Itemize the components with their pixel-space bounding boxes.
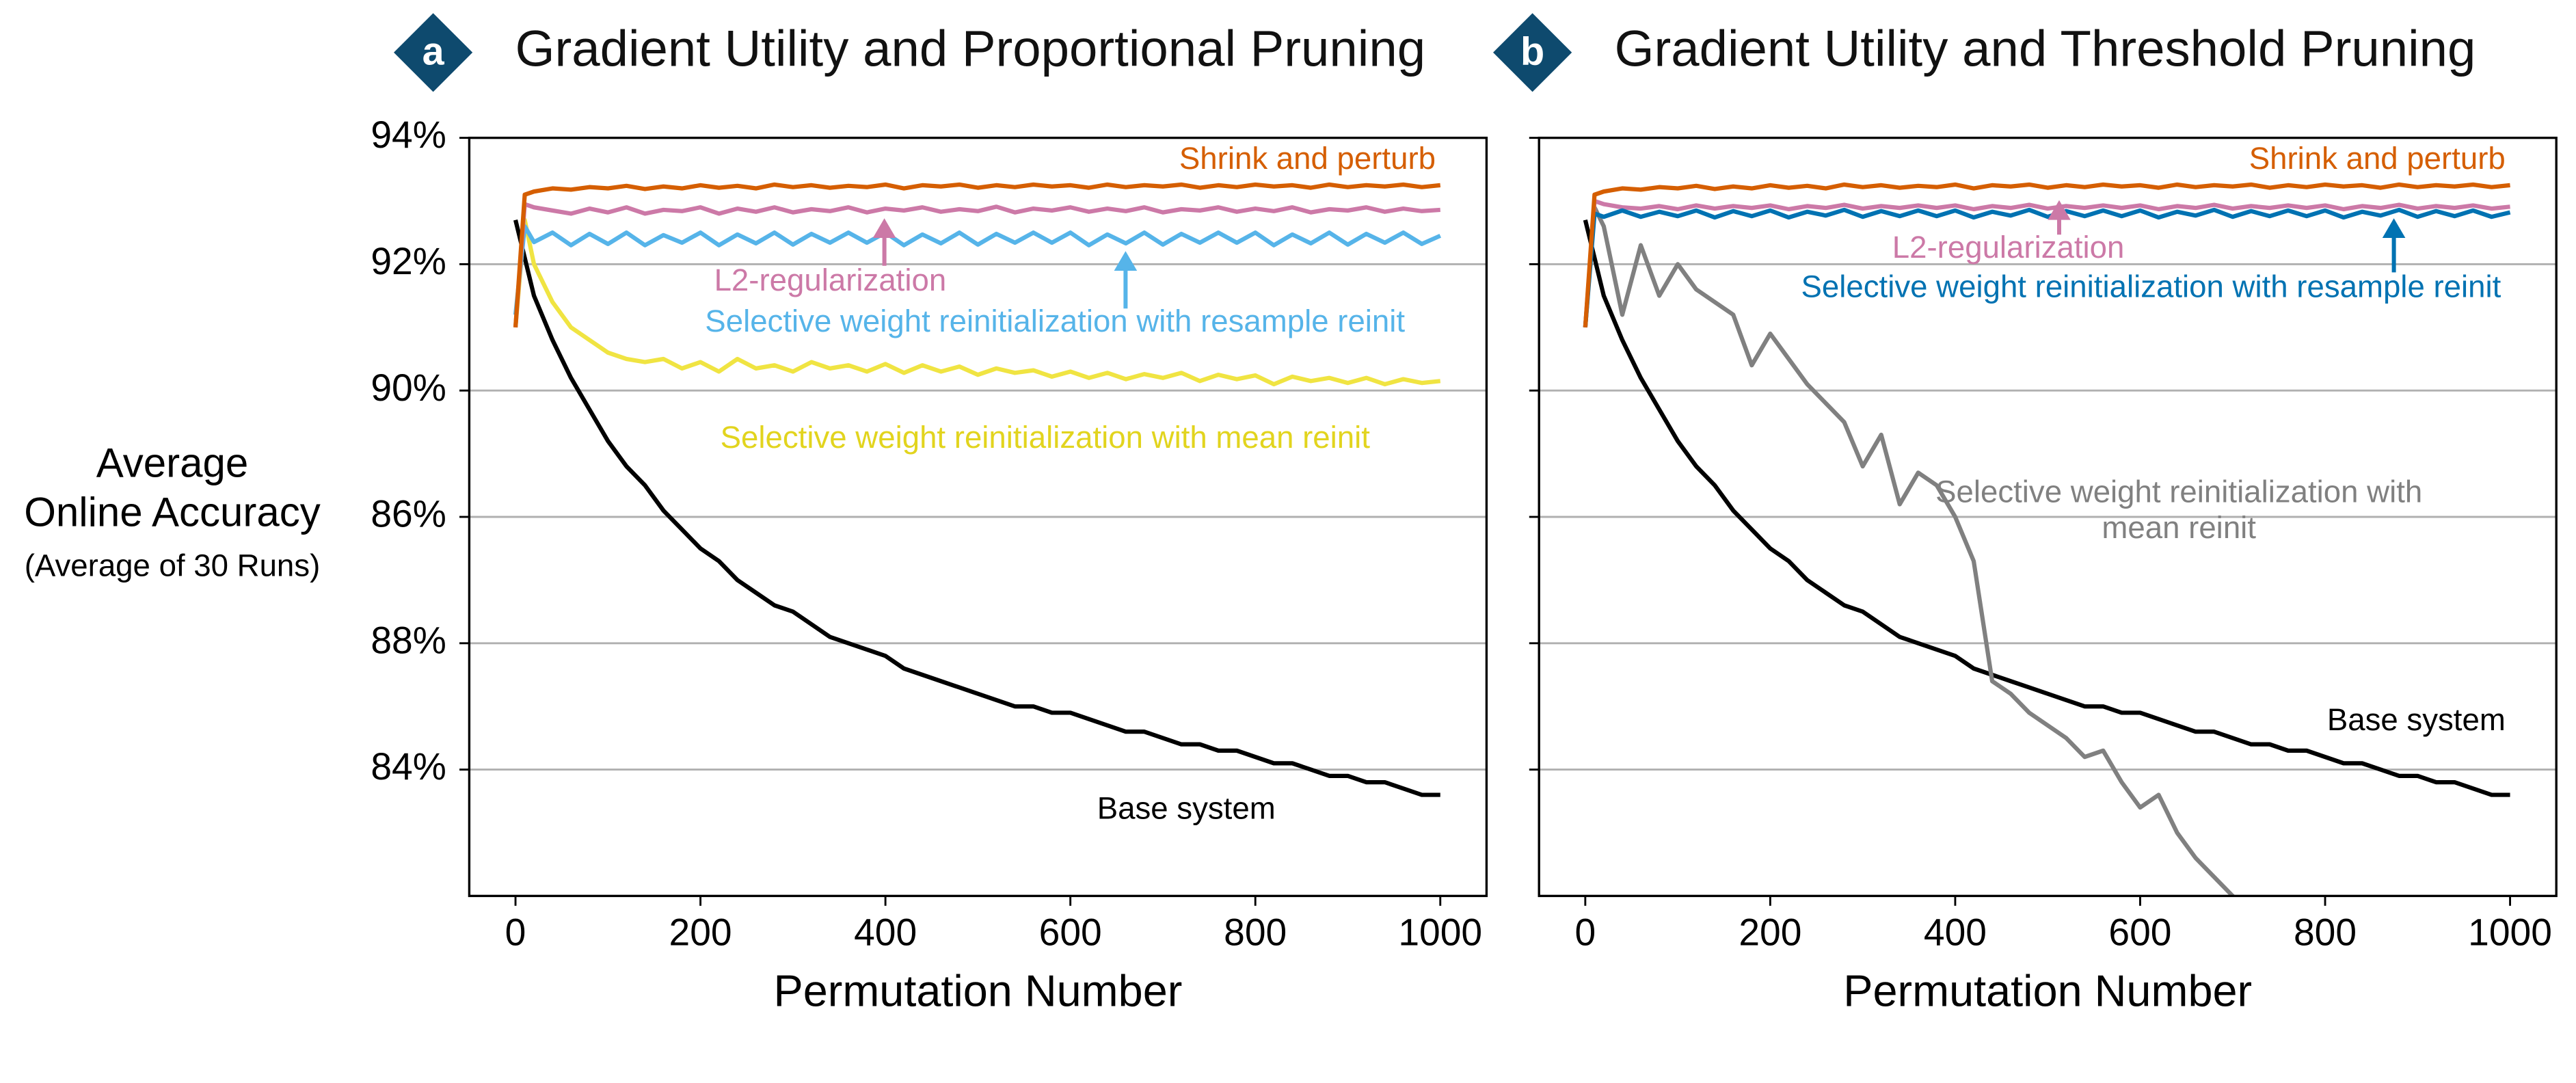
annotation-arrowhead: [2048, 200, 2071, 220]
series-line: [513, 224, 1442, 315]
series-line: [1583, 205, 2236, 896]
panel-label: a: [422, 29, 445, 73]
series-label: Shrink and perturb: [1179, 141, 1436, 176]
series-label: L2-regularization: [1892, 230, 2125, 265]
series-label: Selective weight reinitialization with m…: [1935, 476, 2423, 547]
x-tick-label: 600: [2108, 911, 2171, 954]
chart-title: Gradient Utility and Threshold Pruning: [1615, 20, 2476, 77]
y-tick-label: 94%: [371, 113, 446, 156]
series-label: L2-regularization: [714, 263, 947, 297]
series-line: [1583, 182, 2510, 328]
y-axis-label: Online Accuracy: [24, 489, 321, 535]
x-tick-label: 1000: [1398, 911, 1482, 954]
x-tick-label: 200: [669, 911, 732, 954]
series-line: [1583, 219, 2510, 797]
chart-title: Gradient Utility and Proportional Prunin…: [515, 20, 1425, 77]
x-tick-label: 600: [1039, 911, 1102, 954]
plot-frame: [1538, 136, 2558, 898]
x-axis-label: Permutation Number: [773, 966, 1182, 1016]
annotation-arrowhead: [2382, 218, 2406, 238]
series-line: [513, 202, 1440, 328]
x-tick-label: 400: [854, 911, 917, 954]
annotation-arrowhead: [872, 218, 896, 238]
x-tick-label: 400: [1924, 911, 1987, 954]
x-tick-label: 200: [1739, 911, 1801, 954]
y-tick-label: 92%: [371, 240, 446, 282]
y-tick-label: 88%: [371, 619, 446, 661]
x-tick-label: 1000: [2468, 911, 2552, 954]
x-tick-label: 0: [1574, 911, 1596, 954]
annotation-arrowhead: [1114, 251, 1138, 271]
panel-badge: [394, 13, 473, 92]
x-tick-label: 0: [505, 911, 526, 954]
x-axis-label: Permutation Number: [1843, 966, 2252, 1016]
y-axis-label: Average: [96, 440, 248, 485]
series-line: [513, 217, 1441, 387]
y-tick-label: 84%: [371, 745, 446, 788]
panel-label: b: [1520, 29, 1544, 73]
series-label: Selective weight reinitialization with r…: [1801, 269, 2501, 304]
series-label: Base system: [2327, 702, 2506, 737]
series-label-text: Selective weight reinitialization with m…: [1935, 476, 2423, 547]
y-axis-label: (Average of 30 Runs): [25, 548, 321, 583]
x-tick-label: 800: [1224, 911, 1287, 954]
series-line: [513, 182, 1441, 328]
series-label: Base system: [1097, 791, 1276, 826]
panel-badge: [1493, 13, 1572, 92]
y-tick-label: 86%: [371, 493, 446, 535]
series-label: Selective weight reinitialization with m…: [721, 420, 1371, 455]
series-line: [1583, 198, 2510, 328]
series-line: [513, 219, 1440, 797]
y-tick-label: 90%: [371, 366, 446, 409]
series-label: Selective weight reinitialization with r…: [705, 304, 1405, 338]
series-label: Shrink and perturb: [2249, 141, 2506, 176]
plot-frame: [468, 136, 1488, 898]
series-line: [1583, 207, 2511, 328]
x-tick-label: 800: [2294, 911, 2357, 954]
